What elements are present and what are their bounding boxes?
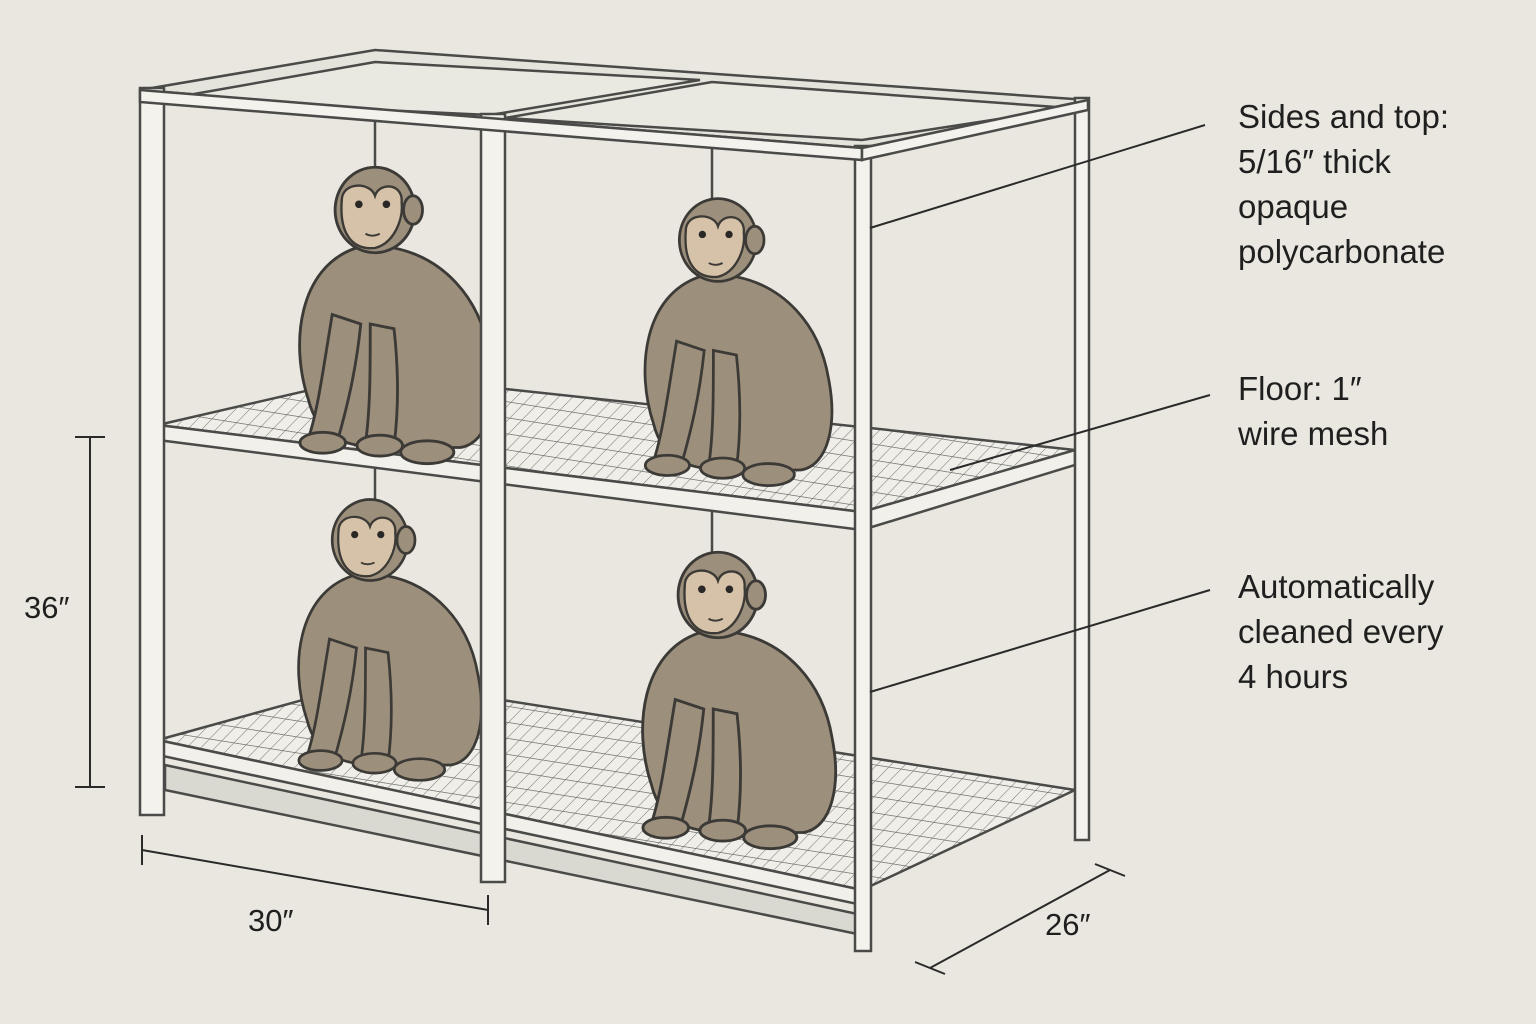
- depth-dimension-label: 26″: [1045, 907, 1091, 942]
- monkey-upper-right: [643, 197, 834, 488]
- callout-cleaning: Automatically cleaned every 4 hours: [1238, 568, 1444, 695]
- cage-posts: [138, 86, 1091, 953]
- leader-lines: [869, 124, 1211, 693]
- dimension-lines: [75, 436, 1126, 975]
- monkey-upper-left: [298, 165, 494, 466]
- height-dimension-label: 36″: [24, 590, 70, 625]
- cage-frame: [139, 48, 1089, 937]
- monkey-lower-left: [297, 498, 483, 782]
- callout-floor: Floor: 1″ wire mesh: [1238, 370, 1389, 452]
- width-dimension-label: 30″: [248, 903, 294, 938]
- callout-sides-top: Sides and top: 5/16″ thick opaque polyca…: [1238, 98, 1449, 270]
- monkey-lower-right: [641, 550, 837, 851]
